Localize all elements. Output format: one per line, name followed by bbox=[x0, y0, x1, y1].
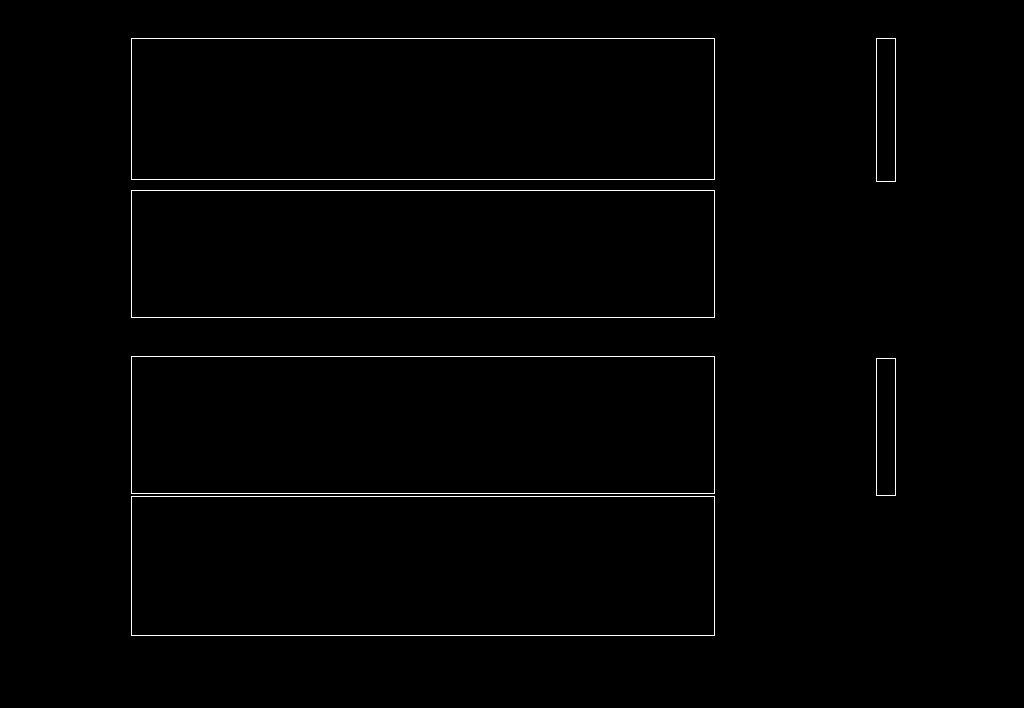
colorbar2-canvas bbox=[877, 359, 895, 495]
colorbar2-ticks bbox=[894, 340, 964, 510]
colorbar1-canvas bbox=[877, 39, 895, 181]
panel4-plot[interactable] bbox=[131, 496, 715, 636]
panel4-canvas bbox=[132, 497, 714, 635]
colorbar1-ticks bbox=[894, 20, 964, 220]
colorbar1-gradient bbox=[876, 38, 896, 182]
panel1-canvas bbox=[132, 39, 714, 179]
panel2-plot[interactable] bbox=[131, 190, 715, 318]
panel3-canvas bbox=[132, 357, 714, 493]
colorbar2-gradient bbox=[876, 358, 896, 496]
panel3-plot[interactable] bbox=[131, 356, 715, 494]
panel1-plot[interactable] bbox=[131, 38, 715, 180]
panel2-canvas bbox=[132, 191, 714, 317]
